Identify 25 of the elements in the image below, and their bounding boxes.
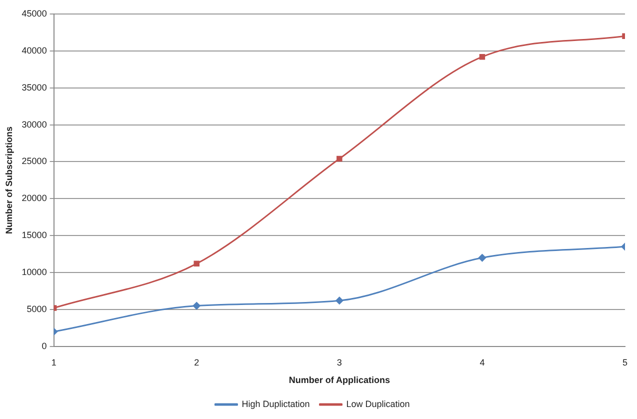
- x-tick-label: 4: [480, 357, 485, 368]
- point: [478, 254, 486, 262]
- point: [194, 260, 200, 267]
- y-tick-label: 40000: [22, 45, 47, 56]
- x-axis-title: Number of Applications: [288, 375, 390, 386]
- point: [336, 296, 344, 304]
- y-tick-label: 35000: [22, 82, 47, 92]
- legend-label: Low Duplication: [346, 398, 410, 409]
- y-tick-label: 20000: [22, 193, 47, 204]
- x-tick-label: 2: [194, 357, 200, 368]
- y-tick-label: 0: [42, 340, 47, 351]
- y-tick-label: 15000: [22, 230, 47, 240]
- x-tick-label: 3: [336, 357, 342, 368]
- point: [479, 54, 486, 60]
- legend-label: High Duplictation: [242, 398, 310, 409]
- point: [192, 302, 200, 310]
- x-tick-label: 1: [51, 357, 56, 368]
- y-tick-label: 5000: [26, 304, 47, 314]
- y-tick-label: 25000: [22, 156, 47, 166]
- point: [336, 156, 342, 162]
- y-tick-label: 10000: [22, 267, 47, 278]
- y-tick-label: 45000: [22, 8, 47, 18]
- y-axis-title: Number of Subscriptions: [4, 126, 14, 234]
- y-tick-label: 30000: [22, 119, 47, 130]
- x-tick-label: 5: [622, 357, 628, 368]
